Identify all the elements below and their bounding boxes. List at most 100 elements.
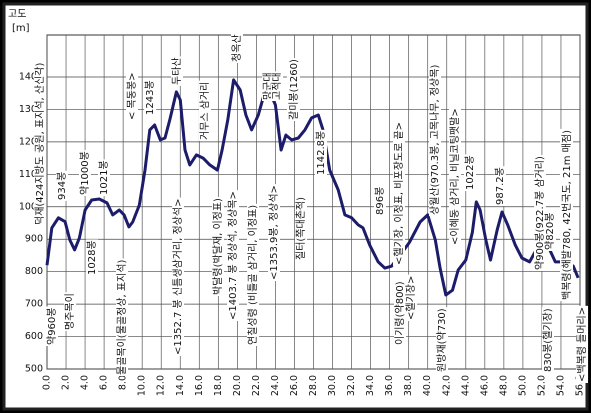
annotation: 백복령(해발780, 42번국도, 21m 매점) [560, 130, 573, 300]
annotation: 갈미봉(1260) [287, 59, 300, 120]
annotation-background [494, 166, 506, 206]
x-tick-label: 32.0 [346, 375, 357, 396]
y-tick-label: 1000 [19, 201, 43, 212]
annotation-background [247, 203, 259, 346]
annotation-background [436, 307, 448, 373]
annotation-background [86, 239, 98, 276]
y-tick-label: 900 [25, 234, 43, 245]
x-tick-label: 38.0 [403, 375, 414, 396]
x-tick-label: 2.0 [61, 375, 72, 390]
x-tick-label: 40.0 [422, 375, 433, 396]
annotation-background [34, 61, 46, 226]
annotation-background [144, 79, 156, 116]
annotation-background [560, 128, 573, 301]
annotation-background [287, 58, 300, 121]
annotation-background [429, 63, 441, 216]
annotation: 1022봉 [464, 155, 476, 190]
annotation: 덕재(424지방도 공원, 표지석, 산신각) [34, 63, 46, 225]
annotation-background [393, 120, 405, 266]
y-tick-label: 1300 [19, 104, 43, 115]
x-tick-label: 0.0 [42, 375, 53, 390]
annotation: 896봉 [374, 187, 386, 215]
annotation-background [544, 211, 556, 251]
x-tick-label: 48.0 [498, 375, 509, 396]
annotation-background [126, 71, 138, 121]
x-tick-label: 12.0 [156, 375, 167, 396]
annotation-background [271, 71, 283, 101]
annotation: 두타산 [171, 57, 183, 85]
annotation: 1028봉 [86, 240, 98, 275]
annotation-background [79, 150, 91, 196]
annotation: 987.2봉 [494, 167, 506, 205]
annotation: 약820봉 [544, 213, 556, 251]
y-tick-label: 700 [25, 299, 43, 310]
annotation: 명주목이 [64, 293, 76, 330]
annotation-background [542, 307, 554, 373]
annotation-background [315, 129, 327, 176]
x-tick-label: 16.0 [194, 375, 205, 396]
annotation-background [405, 274, 417, 321]
y-axis-title: 고도 [m] [8, 9, 30, 34]
x-tick-label: 54.0 [555, 375, 566, 396]
annotation-background [116, 258, 128, 376]
x-tick-label: 22.0 [251, 375, 262, 396]
annotation: 연칠성령 (비틀골 삼거리, 이정표) [247, 205, 259, 345]
annotation: 934봉 [56, 172, 68, 200]
y-tick-label: 800 [25, 266, 43, 277]
x-tick-label: 30.0 [327, 375, 338, 396]
annotation-background [295, 195, 307, 261]
annotation-background [268, 184, 280, 281]
annotation-background [212, 196, 224, 296]
annotation-background [227, 190, 239, 321]
annotation: 약900봉(922.7봉 삼거리) [534, 156, 546, 270]
y-tick-label: 600 [25, 331, 43, 342]
annotation: 1021봉 [98, 160, 110, 195]
annotation-background [56, 170, 68, 201]
annotation-background [231, 33, 243, 63]
annotation-background [464, 154, 476, 191]
y-tick-label: 1200 [19, 136, 43, 147]
annotation: <헬기장> [405, 276, 417, 320]
annotation-background [46, 306, 58, 346]
x-tick-label: 42.0 [441, 375, 452, 396]
annotation: 이기령(약800) [394, 281, 406, 345]
annotation: 거무스 삼거리 [199, 82, 211, 140]
x-tick-label: 14.0 [175, 375, 186, 396]
y-tick-label: 1100 [19, 169, 43, 180]
x-tick-label: 18.0 [213, 375, 224, 396]
x-tick-label: 26.0 [289, 375, 300, 396]
x-tick-label: 8.0 [118, 375, 129, 390]
y-tick-label: 500 [25, 364, 43, 375]
x-tick-label: 34.0 [365, 375, 376, 396]
elevation-line [45, 78, 580, 297]
annotation-background [576, 305, 588, 383]
annotation: 청옥산 [231, 34, 243, 62]
x-tick-label: 28.0 [308, 375, 319, 396]
annotation: <1352.7 봉 신틈생삼거리, 정상석> [172, 199, 184, 355]
annotation: <헬기장, 이정표, 비포장도로 끝> [393, 122, 405, 265]
annotation: 약1000봉 [79, 151, 91, 195]
y-tick-label: 1400 [19, 72, 43, 83]
x-tick-label: 52.0 [536, 375, 547, 396]
annotation: 830봉(헬기장) [542, 308, 554, 372]
annotation: <1353.9봉, 정상석> [268, 185, 280, 280]
annotation: <1403.7 봉 정상석, 정상목> [227, 191, 239, 320]
x-tick-label: 46.0 [479, 375, 490, 396]
annotation-background [374, 185, 386, 216]
x-tick-label: 20.0 [232, 375, 243, 396]
annotation: 원방재(약730) [436, 308, 448, 372]
x-tick-label: 56.0 [575, 375, 586, 396]
annotation: 물골목이(물골정상, 표지석) [116, 260, 128, 375]
annotation-background [534, 155, 546, 271]
annotation: 질터(쪽대촌적) [295, 197, 307, 260]
annotation-background [171, 56, 183, 86]
annotation: < 목동봉> [126, 72, 138, 120]
annotation-background [64, 292, 76, 331]
annotation: 고적대 [271, 72, 283, 100]
x-tick-label: 6.0 [99, 375, 110, 390]
x-tick-label: 10.0 [137, 375, 148, 396]
annotation: <백복령 들머리> [576, 307, 588, 382]
x-tick-label: 4.0 [80, 375, 91, 390]
annotation: 1142.8봉 [315, 131, 327, 175]
annotation-background [199, 80, 211, 141]
